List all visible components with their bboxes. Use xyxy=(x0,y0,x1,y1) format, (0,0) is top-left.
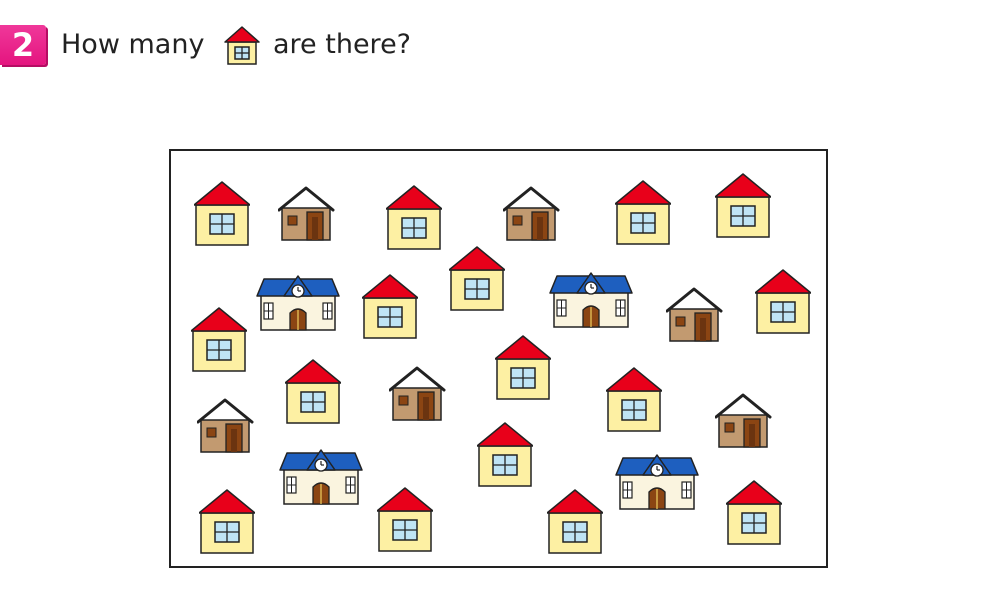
brown-house-icon xyxy=(715,393,772,448)
school-icon xyxy=(256,275,340,331)
yellow-house-icon xyxy=(449,246,505,311)
yellow-house-icon xyxy=(377,487,433,552)
yellow-house-icon xyxy=(606,367,662,432)
yellow-house-icon xyxy=(199,489,255,554)
yellow-house-icon xyxy=(191,307,247,372)
yellow-house-icon xyxy=(547,489,603,554)
school-icon xyxy=(615,454,699,510)
brown-house-icon xyxy=(666,287,723,342)
yellow-house-icon xyxy=(477,422,533,487)
yellow-house-icon xyxy=(615,180,671,245)
yellow-house-icon xyxy=(194,181,250,246)
brown-house-icon xyxy=(389,366,446,421)
yellow-house-icon xyxy=(386,185,442,250)
question-header: 2 How many are there? xyxy=(0,22,1000,68)
yellow-house-icon xyxy=(285,359,341,424)
yellow-house-icon xyxy=(495,335,551,400)
yellow-house-icon xyxy=(715,173,771,238)
school-icon xyxy=(279,449,363,505)
yellow-house-icon xyxy=(362,274,418,339)
brown-house-icon xyxy=(197,398,254,453)
yellow-house-icon xyxy=(755,269,811,334)
yellow-house-icon xyxy=(224,26,260,65)
school-icon xyxy=(549,272,633,328)
question-text-after: are there? xyxy=(273,29,412,60)
question-text-before: How many xyxy=(61,29,205,60)
brown-house-icon xyxy=(503,186,560,241)
brown-house-icon xyxy=(278,186,335,241)
question-number-badge: 2 xyxy=(0,25,46,65)
yellow-house-icon xyxy=(726,480,782,545)
